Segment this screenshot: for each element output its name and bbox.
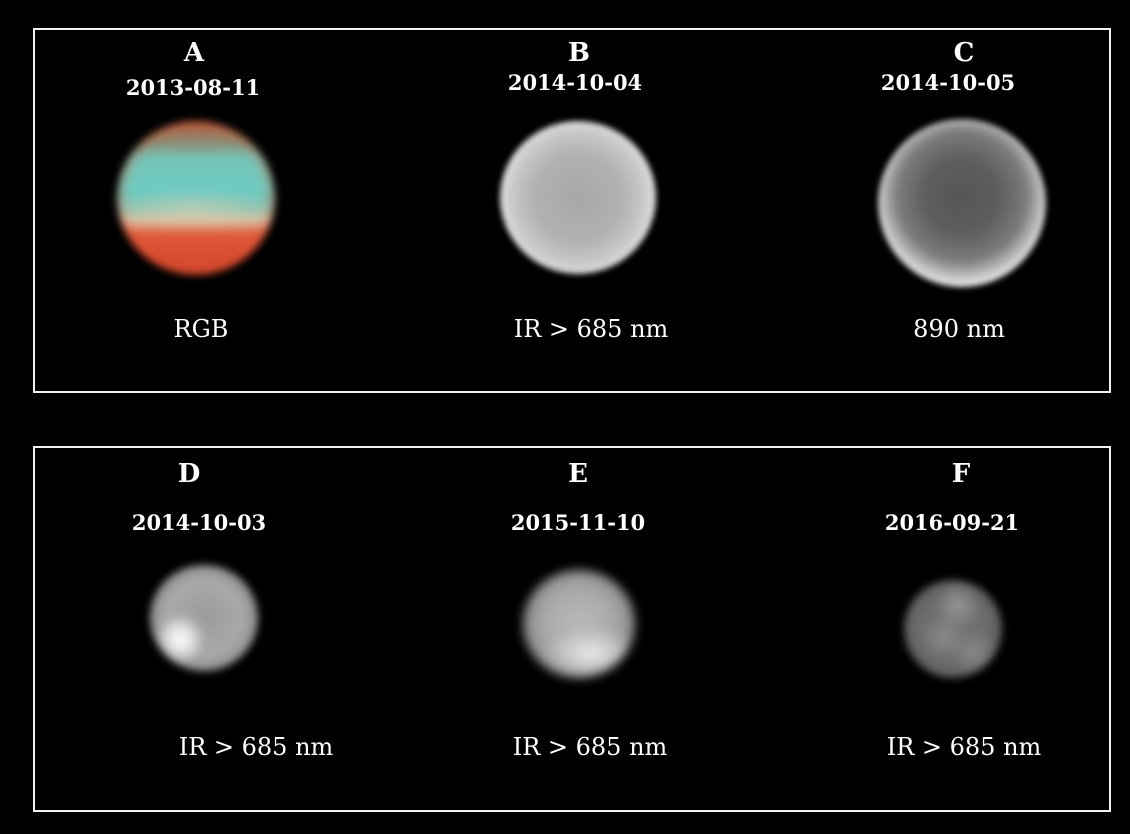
planet-image-d [150,565,258,671]
bottom-panel-frame [33,446,1111,812]
panel-f-date: 2016-09-21 [884,510,1020,535]
panel-d-filter: IR > 685 nm [178,733,334,761]
panel-b-date: 2014-10-04 [507,70,643,95]
panel-b-letter: B [568,38,590,68]
panel-c-date: 2014-10-05 [880,70,1016,95]
panel-b-filter: IR > 685 nm [513,315,669,343]
panel-d-letter: D [177,459,201,489]
panel-e-letter: E [568,459,588,489]
panel-e-filter: IR > 685 nm [512,733,668,761]
top-panel-frame [33,28,1111,393]
panel-e-date: 2015-11-10 [510,510,646,535]
panel-a-date: 2013-08-11 [125,75,261,100]
planet-image-e [523,570,635,678]
panel-c-filter: 890 nm [913,315,1005,343]
panel-d-date: 2014-10-03 [131,510,267,535]
panel-f-filter: IR > 685 nm [886,733,1042,761]
planet-image-b [500,121,656,274]
panel-a-letter: A [183,38,205,68]
planet-image-c [878,119,1046,287]
panel-f-letter: F [951,459,971,489]
planet-image-f [904,580,1002,678]
panel-c-letter: C [953,38,975,68]
panel-a-filter: RGB [173,315,229,343]
planet-image-a [117,121,275,275]
